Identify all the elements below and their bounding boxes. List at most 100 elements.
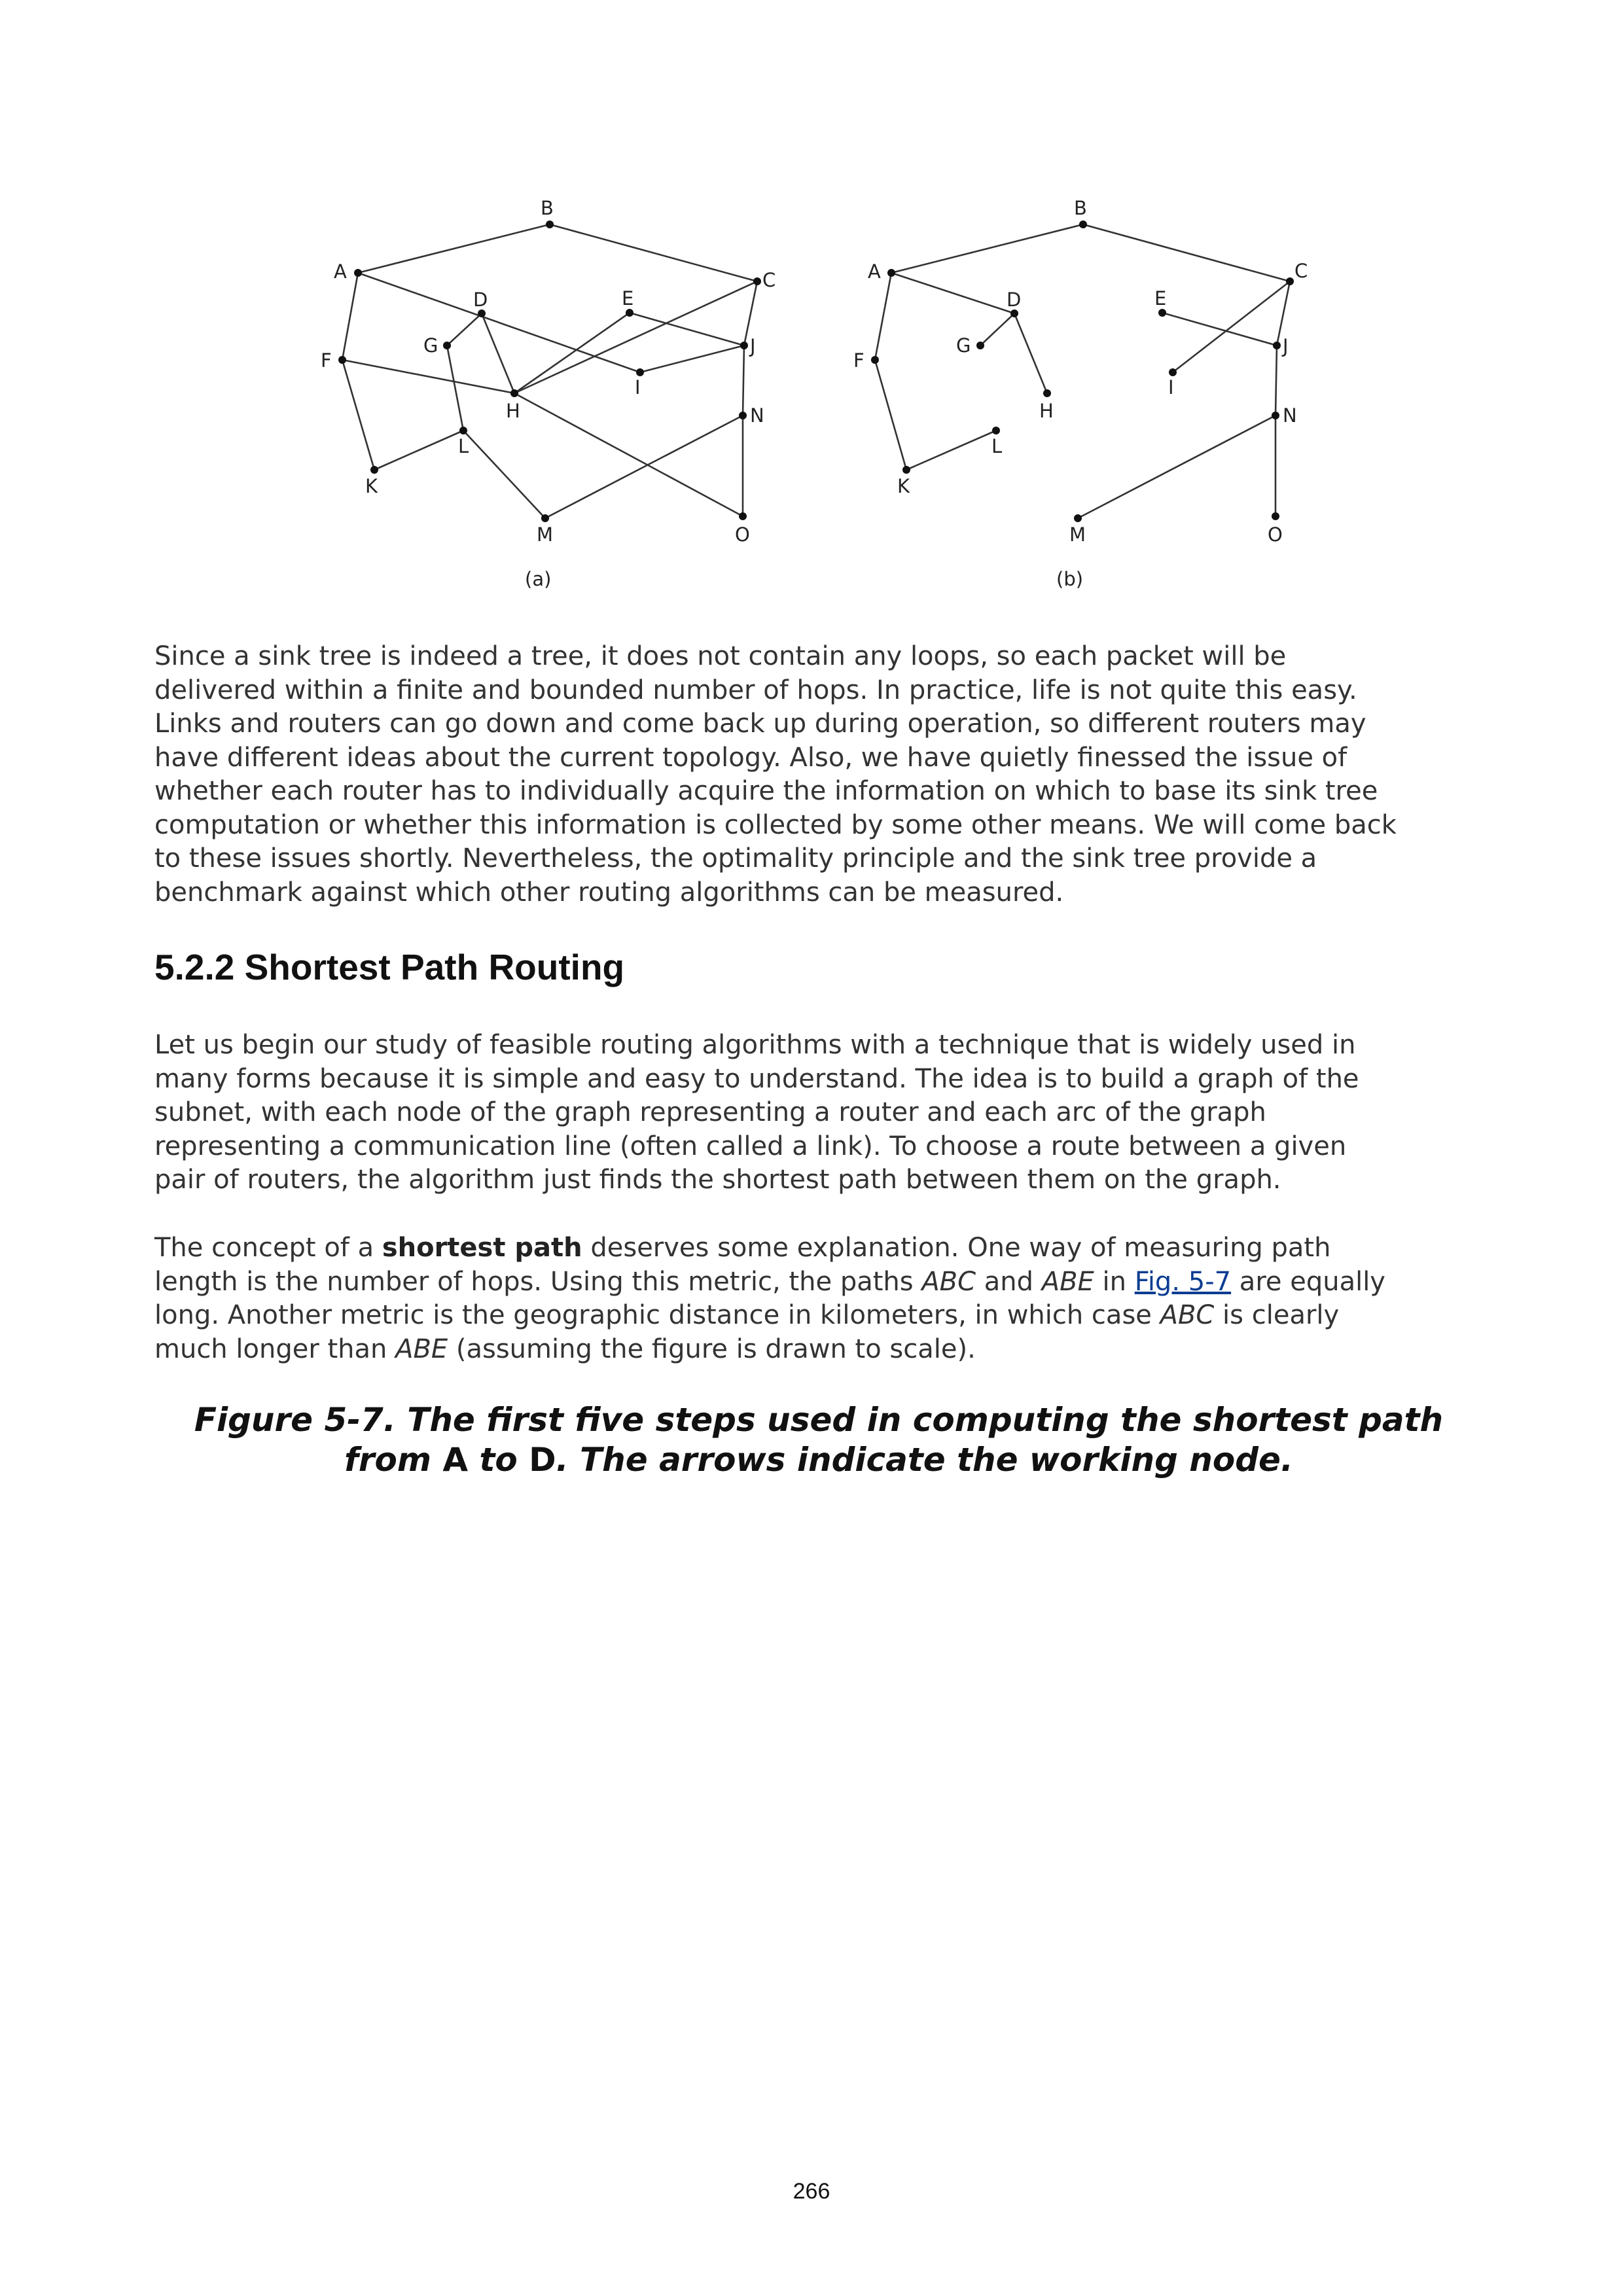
- page-number: 266: [0, 2179, 1623, 2204]
- tree-label-g: G: [956, 334, 971, 357]
- tree-label-b: B: [1074, 197, 1087, 219]
- label-b: B: [541, 197, 554, 219]
- text-line: Since a sink tree is indeed a tree, it d…: [154, 640, 1483, 674]
- edge-h-e: [514, 313, 630, 393]
- edge-k-l: [374, 431, 463, 470]
- tree-node-l: [992, 427, 1000, 434]
- node-e: [626, 309, 633, 317]
- label-n: N: [750, 404, 764, 427]
- tree-node-j: [1273, 342, 1281, 349]
- edge-n-m: [545, 415, 743, 518]
- label-a: A: [334, 260, 347, 283]
- label-c: C: [762, 269, 776, 291]
- edge-j-n: [743, 345, 744, 415]
- panel-b-label: (b): [1056, 568, 1083, 590]
- tree-label-h: H: [1039, 400, 1054, 422]
- sink-tree-figure: A B C D E F G H I J K L M N O (a): [301, 183, 1335, 602]
- tree-node-f: [871, 356, 879, 364]
- text-line: delivered within a finite and bounded nu…: [154, 674, 1483, 708]
- edge-a-b: [358, 224, 550, 273]
- tree-node-m: [1074, 514, 1082, 522]
- label-e: E: [622, 287, 633, 309]
- node-b: [546, 221, 554, 228]
- tree-edge-d-h: [1014, 313, 1047, 393]
- text-line: much longer than ABE (assuming the figur…: [154, 1333, 1483, 1367]
- edge-g-d: [447, 313, 482, 345]
- text-line: representing a communication line (often…: [154, 1130, 1483, 1164]
- tree-edge-f-k: [875, 360, 906, 470]
- node-f: [338, 356, 346, 364]
- term-shortest-path: shortest path: [382, 1233, 582, 1263]
- tree-label-f: F: [853, 349, 865, 372]
- text-line: long. Another metric is the geographic d…: [154, 1299, 1483, 1333]
- paragraph-shortest-path-intro: Let us begin our study of feasible routi…: [154, 1029, 1483, 1197]
- tree-label-m: M: [1069, 523, 1086, 546]
- edge-b-c: [550, 224, 757, 281]
- tree-node-g: [976, 342, 984, 349]
- node-m: [541, 514, 549, 522]
- edge-h-o: [514, 393, 743, 516]
- label-g: G: [423, 334, 438, 357]
- tree-label-j: J: [1281, 335, 1289, 357]
- text-line: length is the number of hops. Using this…: [154, 1265, 1483, 1299]
- tree-node-b: [1079, 221, 1087, 228]
- tree-edge-e-j: [1162, 313, 1277, 345]
- edge-f-h: [342, 360, 514, 393]
- sink-tree-diagram: A B C D E F G H I J K L M N O (a): [301, 183, 1335, 602]
- caption-line: Figure 5-7. The first five steps used in…: [154, 1400, 1483, 1440]
- node-l: [459, 427, 467, 434]
- tree-label-l: L: [991, 435, 1002, 457]
- node-a: [354, 269, 362, 277]
- label-m: M: [537, 523, 553, 546]
- node-c: [753, 277, 761, 285]
- tree-node-h: [1043, 389, 1051, 397]
- tree-edge-a-b: [891, 224, 1083, 273]
- tree-label-d: D: [1007, 289, 1021, 311]
- tree-node-k: [902, 466, 910, 474]
- tree-node-a: [887, 269, 895, 277]
- text-line: subnet, with each node of the graph repr…: [154, 1096, 1483, 1130]
- node-h: [510, 389, 518, 397]
- tree-node-c: [1286, 277, 1294, 285]
- edge-e-j: [630, 313, 744, 345]
- text-line: computation or whether this information …: [154, 809, 1483, 843]
- tree-edge-a-f: [875, 273, 891, 360]
- tree-edge-j-n: [1275, 345, 1277, 415]
- text-line: to these issues shortly. Nevertheless, t…: [154, 842, 1483, 876]
- tree-node-e: [1158, 309, 1166, 317]
- edge-a-f: [342, 273, 358, 360]
- tree-label-a: A: [868, 260, 881, 283]
- tree-edge-d-g: [980, 313, 1014, 345]
- label-d: D: [473, 289, 488, 311]
- label-h: H: [506, 400, 520, 422]
- panel-a-label: (a): [525, 568, 551, 590]
- edge-l-m: [463, 431, 545, 518]
- tree-edge-k-l: [906, 431, 996, 470]
- edge-i-j: [640, 345, 744, 372]
- text-line: benchmark against which other routing al…: [154, 876, 1483, 910]
- tree-label-i: I: [1168, 376, 1174, 398]
- panel-b-graph: A B C D E F G H I J K L M N O (b): [853, 197, 1308, 590]
- text-line: pair of routers, the algorithm just find…: [154, 1163, 1483, 1197]
- label-i: I: [635, 376, 641, 398]
- tree-label-e: E: [1154, 287, 1166, 309]
- label-o: O: [735, 523, 750, 546]
- paragraph-sink-tree: Since a sink tree is indeed a tree, it d…: [154, 640, 1483, 910]
- tree-edge-n-m: [1078, 415, 1275, 518]
- text-line: whether each router has to individually …: [154, 775, 1483, 809]
- tree-edge-a-d: [891, 273, 1014, 313]
- label-f: F: [321, 349, 332, 372]
- tree-edge-b-c: [1083, 224, 1290, 281]
- panel-a-graph: A B C D E F G H I J K L M N O (a): [321, 197, 776, 590]
- paragraph-metric: The concept of a shortest path deserves …: [154, 1231, 1483, 1366]
- caption-line: from A to D. The arrows indicate the wor…: [154, 1440, 1483, 1480]
- tree-label-o: O: [1268, 523, 1283, 546]
- figure-caption: Figure 5-7. The first five steps used in…: [154, 1400, 1483, 1480]
- node-n: [739, 412, 747, 419]
- label-k: K: [365, 475, 378, 497]
- edge-g-l: [447, 345, 463, 431]
- fig-5-7-link[interactable]: Fig. 5-7: [1135, 1267, 1231, 1297]
- tree-node-i: [1169, 368, 1177, 376]
- text-line: many forms because it is simple and easy…: [154, 1063, 1483, 1097]
- tree-label-c: C: [1294, 260, 1308, 282]
